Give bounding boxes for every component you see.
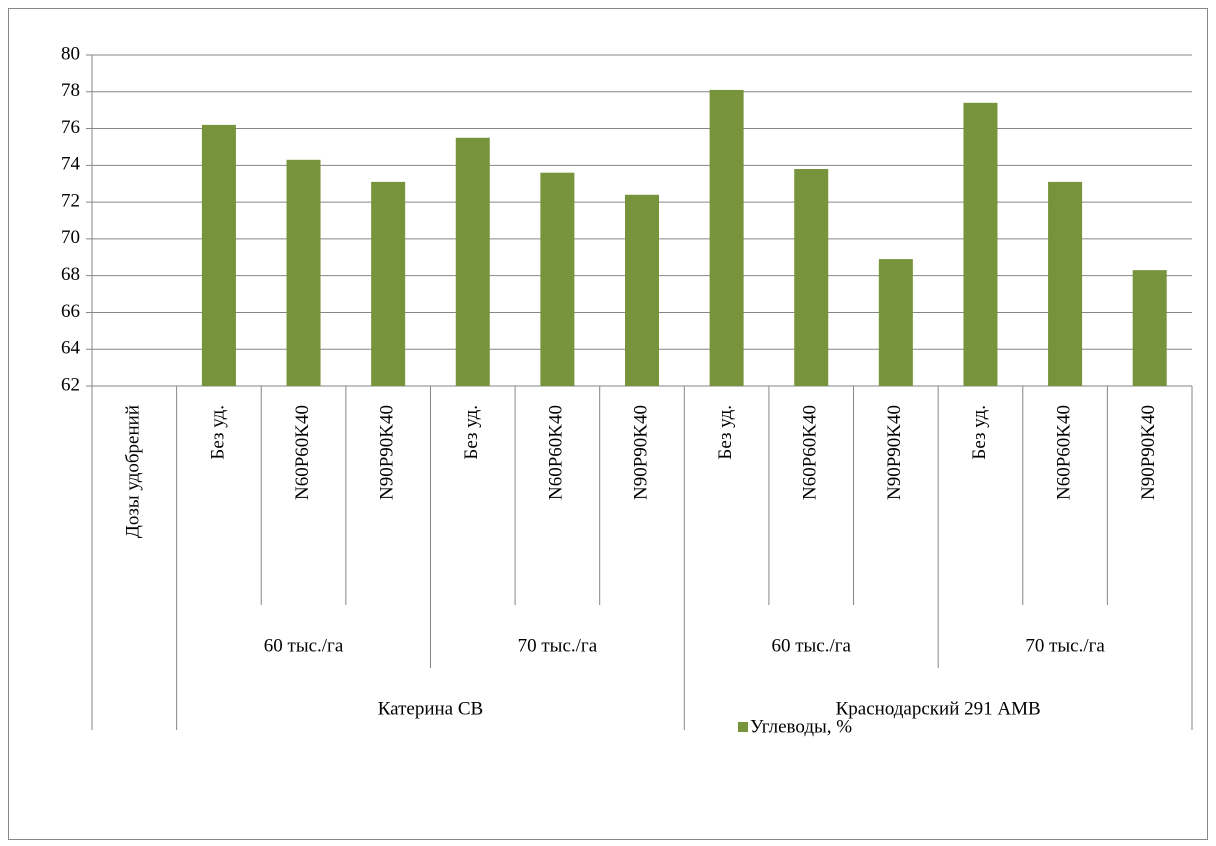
x-tick-label: N90P90K40 — [630, 405, 651, 500]
y-tick-label: 62 — [61, 374, 80, 395]
x-tick-label: Без уд. — [461, 405, 482, 460]
supergroup-label: Катерина СВ — [378, 698, 483, 719]
y-tick-label: 68 — [61, 264, 80, 285]
legend-label: Углеводы, % — [750, 716, 852, 737]
bar — [201, 124, 236, 386]
group-label: 70 тыс./га — [518, 635, 598, 656]
group-label: 70 тыс./га — [1025, 635, 1105, 656]
x-tick-label: N90P90K40 — [884, 405, 905, 500]
y-tick-label: 72 — [61, 190, 80, 211]
group-label: 60 тыс./га — [771, 635, 851, 656]
bar — [709, 89, 744, 386]
bar — [1132, 270, 1167, 386]
y-tick-label: 66 — [61, 301, 80, 322]
x-tick-label: N60P60K40 — [546, 405, 567, 500]
group-label: 60 тыс./га — [264, 635, 344, 656]
y-tick-label: 76 — [61, 117, 80, 138]
x-tick-label: N60P60K40 — [292, 405, 313, 500]
y-tick-label: 78 — [61, 80, 80, 101]
bar — [286, 159, 321, 386]
x-tick-label: N90P90K40 — [377, 405, 398, 500]
bar — [878, 259, 913, 386]
supergroup-label: Краснодарский 291 АМВ — [836, 698, 1041, 719]
x-tick-label: Без уд. — [715, 405, 736, 460]
bar — [625, 194, 659, 386]
x-tick-label: N60P60K40 — [1053, 405, 1074, 500]
y-tick-label: 80 — [61, 43, 80, 64]
y-tick-label: 70 — [61, 227, 80, 248]
bar — [540, 172, 575, 386]
bar — [963, 102, 998, 387]
legend-swatch — [738, 722, 748, 732]
x-tick-label: Без уд. — [969, 405, 990, 460]
x-tick-label: Без уд. — [207, 405, 228, 460]
bar — [1048, 181, 1083, 386]
x-tick-label: Дозы удобрений — [123, 405, 144, 538]
x-tick-label: N60P60K40 — [800, 405, 821, 500]
bar — [794, 169, 829, 386]
bar — [455, 137, 490, 386]
x-tick-label: N90P90K40 — [1138, 405, 1159, 500]
y-tick-label: 74 — [61, 154, 81, 175]
y-tick-label: 64 — [61, 338, 81, 359]
bar — [371, 181, 406, 386]
